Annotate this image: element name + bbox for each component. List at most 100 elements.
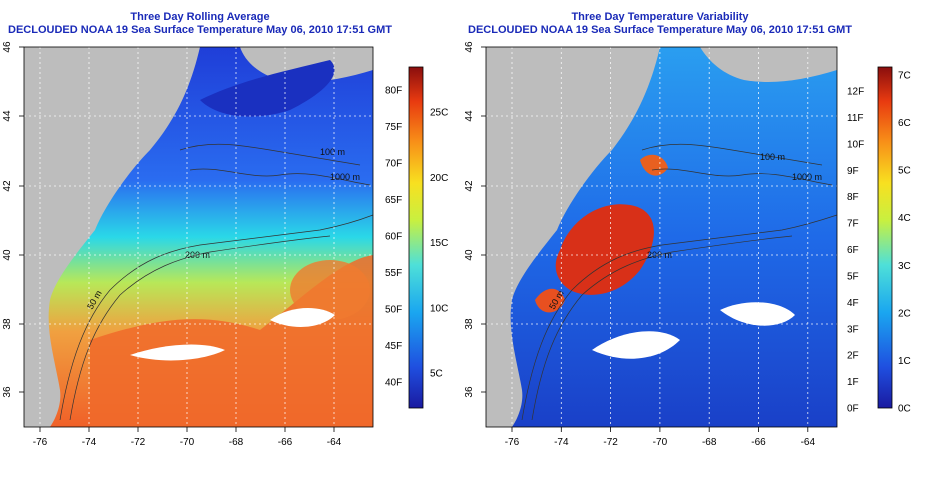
left-panel: Three Day Rolling Average DECLOUDED NOAA… bbox=[2, 11, 448, 448]
colorbar-tick-label: 60F bbox=[385, 232, 402, 243]
x-tick-label: -74 bbox=[554, 437, 569, 448]
colorbar-tick-label: 5F bbox=[847, 271, 859, 282]
left-gulf-maine bbox=[200, 60, 335, 117]
right-colorbar-gradient bbox=[877, 66, 893, 409]
left-depth-label-200: 200 m bbox=[185, 250, 210, 260]
colorbar-tick-label: 7C bbox=[898, 71, 911, 82]
left-depth-label-1000: 1000 m bbox=[330, 172, 360, 182]
right-map-frame bbox=[485, 46, 838, 428]
left-map-frame bbox=[23, 46, 374, 428]
left-land-north bbox=[240, 47, 373, 82]
right-depth-label-1000: 1000 m bbox=[792, 172, 822, 182]
left-warm-eddy bbox=[290, 260, 370, 320]
colorbar-tick-label: 1C bbox=[898, 356, 911, 367]
colorbar-tick-label: 4C bbox=[898, 213, 911, 224]
x-tick-label: -66 bbox=[278, 437, 293, 448]
colorbar-tick-label: 10C bbox=[430, 303, 448, 314]
left-contour-1000 bbox=[179, 143, 361, 166]
colorbar-tick-label: 12F bbox=[847, 87, 864, 98]
left-grid bbox=[24, 47, 373, 427]
left-y-axis: 36 38 40 42 44 46 bbox=[2, 41, 24, 398]
y-tick-label: 36 bbox=[2, 386, 13, 398]
right-map: 50 m 200 m 1000 m 100 m bbox=[485, 46, 838, 428]
colorbar-tick-label: 3F bbox=[847, 324, 859, 335]
x-tick-label: -66 bbox=[751, 437, 766, 448]
right-x-axis: -76 -74 -72 -70 -68 -66 -64 bbox=[505, 427, 815, 448]
colorbar-tick-label: 5C bbox=[898, 166, 911, 177]
right-colorbar: 0F 1F 2F 3F 4F 5F 6F 7F 8F 9F 10F 11F 12F 0C 1C 2C 3C 4C… bbox=[847, 66, 911, 415]
left-cloud-mask bbox=[130, 344, 225, 361]
right-cloud-mask-2 bbox=[720, 302, 795, 326]
right-high-variability-3 bbox=[640, 154, 668, 176]
right-y-axis: 36 38 40 42 44 46 bbox=[464, 41, 486, 398]
colorbar-tick-label: 0F bbox=[847, 404, 859, 415]
colorbar-tick-label: 80F bbox=[385, 86, 402, 97]
x-tick-label: -68 bbox=[702, 437, 717, 448]
x-tick-label: -72 bbox=[603, 437, 618, 448]
x-tick-label: -76 bbox=[33, 437, 48, 448]
colorbar-tick-label: 55F bbox=[385, 268, 402, 279]
colorbar-tick-label: 75F bbox=[385, 122, 402, 133]
right-land-north bbox=[700, 47, 837, 82]
colorbar-tick-label: 9F bbox=[847, 166, 859, 177]
colorbar-tick-label: 0C bbox=[898, 404, 911, 415]
y-tick-label: 38 bbox=[2, 318, 13, 330]
right-title: Three Day Temperature Variability bbox=[571, 11, 749, 23]
colorbar-tick-label: 45F bbox=[385, 341, 402, 352]
colorbar-tick-label: 8F bbox=[847, 192, 859, 203]
right-colorbar-celsius: 0C 1C 2C 3C 4C 5C 6C 7C bbox=[898, 71, 911, 415]
y-tick-label: 44 bbox=[464, 110, 475, 122]
x-tick-label: -72 bbox=[131, 437, 146, 448]
y-tick-label: 46 bbox=[2, 41, 13, 53]
right-panel: Three Day Temperature Variability DECLOU… bbox=[464, 11, 911, 448]
y-tick-label: 44 bbox=[2, 110, 13, 122]
colorbar-tick-label: 5C bbox=[430, 369, 443, 380]
x-tick-label: -64 bbox=[327, 437, 342, 448]
left-colorbar-gradient bbox=[408, 66, 424, 409]
colorbar-tick-label: 7F bbox=[847, 219, 859, 230]
colorbar-tick-label: 11F bbox=[847, 113, 864, 124]
colorbar-tick-label: 25C bbox=[430, 108, 448, 119]
y-tick-label: 42 bbox=[2, 180, 13, 192]
colorbar-tick-label: 6F bbox=[847, 245, 859, 256]
left-land bbox=[24, 47, 200, 427]
left-subtitle: DECLOUDED NOAA 19 Sea Surface Temperatur… bbox=[8, 24, 392, 36]
left-colorbar-celsius: 5C 10C 15C 20C 25C bbox=[430, 108, 448, 380]
colorbar-tick-label: 20C bbox=[430, 173, 448, 184]
left-colorbar-fahrenheit: 40F 45F 50F 55F 60F 65F 70F 75F 80F bbox=[385, 86, 402, 389]
right-colorbar-fahrenheit: 0F 1F 2F 3F 4F 5F 6F 7F 8F 9F 10F 11F 12F bbox=[847, 87, 864, 415]
x-tick-label: -76 bbox=[505, 437, 520, 448]
colorbar-tick-label: 2C bbox=[898, 308, 911, 319]
colorbar-tick-label: 15C bbox=[430, 238, 448, 249]
colorbar-tick-label: 40F bbox=[385, 378, 402, 389]
y-tick-label: 46 bbox=[464, 41, 475, 53]
right-land bbox=[486, 47, 660, 427]
right-depth-label-200: 200 m bbox=[647, 250, 672, 260]
colorbar-tick-label: 50F bbox=[385, 305, 402, 316]
right-contour-1000 bbox=[641, 143, 823, 166]
colorbar-tick-label: 10F bbox=[847, 139, 864, 150]
x-tick-label: -70 bbox=[180, 437, 195, 448]
right-grid bbox=[486, 47, 837, 427]
colorbar-tick-label: 3C bbox=[898, 261, 911, 272]
right-cloud-mask bbox=[592, 331, 680, 359]
y-tick-label: 40 bbox=[2, 249, 13, 261]
right-high-variability bbox=[555, 204, 654, 295]
y-tick-label: 36 bbox=[464, 386, 475, 398]
y-tick-label: 40 bbox=[464, 249, 475, 261]
right-contour-50 bbox=[521, 214, 838, 421]
left-colorbar: 40F 45F 50F 55F 60F 65F 70F 75F 80F 5C 10C 15C 20C 2… bbox=[385, 66, 448, 409]
colorbar-tick-label: 70F bbox=[385, 159, 402, 170]
left-cloud-mask-2 bbox=[270, 308, 335, 327]
right-high-variability-2 bbox=[535, 288, 565, 313]
left-title: Three Day Rolling Average bbox=[130, 11, 269, 23]
right-depth-label-100: 100 m bbox=[760, 152, 785, 162]
x-tick-label: -68 bbox=[229, 437, 244, 448]
right-contour-100 bbox=[651, 168, 833, 186]
right-contour-200 bbox=[531, 235, 793, 421]
colorbar-tick-label: 6C bbox=[898, 118, 911, 129]
colorbar-tick-label: 4F bbox=[847, 298, 859, 309]
left-map: 50 m 200 m 1000 m 100 m bbox=[23, 46, 374, 428]
left-x-axis: -76 -74 -72 -70 -68 -66 -64 bbox=[33, 427, 342, 448]
y-tick-label: 38 bbox=[464, 318, 475, 330]
